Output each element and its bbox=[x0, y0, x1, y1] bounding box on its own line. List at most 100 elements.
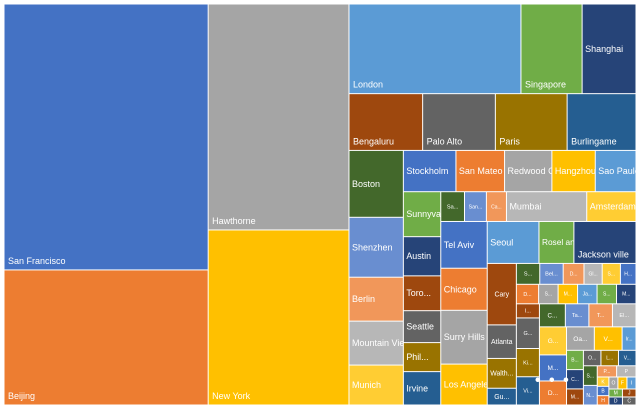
treemap-cell[interactable]: M... bbox=[567, 389, 583, 405]
treemap-cell[interactable]: S... bbox=[539, 284, 558, 304]
treemap-cell[interactable]: Mumbai bbox=[506, 192, 587, 221]
treemap-cell[interactable]: L... bbox=[601, 350, 618, 366]
treemap-cell[interactable]: Chicago bbox=[441, 268, 487, 310]
treemap-cell[interactable]: Tel Aviv bbox=[441, 221, 487, 268]
treemap-cell[interactable]: I bbox=[627, 377, 636, 389]
treemap-cell-rect bbox=[567, 389, 583, 405]
treemap-cell[interactable]: S... bbox=[516, 263, 540, 284]
treemap-cell[interactable]: Atlanta bbox=[487, 325, 516, 358]
treemap-cell-rect bbox=[597, 366, 617, 377]
treemap-cell[interactable]: Beijing bbox=[4, 270, 208, 405]
treemap-cell[interactable]: F bbox=[618, 377, 627, 389]
treemap-cell[interactable]: Singapore bbox=[521, 4, 582, 94]
treemap-cell[interactable]: Shanghai bbox=[582, 4, 636, 94]
treemap-cell[interactable]: Berlin bbox=[349, 277, 403, 321]
treemap-cell[interactable]: P... bbox=[597, 366, 617, 377]
treemap-cell[interactable]: Austin bbox=[403, 237, 441, 276]
treemap-cell[interactable]: H bbox=[597, 396, 609, 405]
treemap-cell[interactable]: V... bbox=[594, 327, 622, 350]
treemap-cell[interactable]: Seattle bbox=[403, 311, 441, 343]
treemap-cell[interactable]: San Francisco bbox=[4, 4, 208, 270]
treemap-cell-label: Bel... bbox=[545, 272, 558, 278]
treemap-cell[interactable]: B... bbox=[567, 350, 583, 370]
treemap-cell-rect bbox=[597, 284, 617, 304]
treemap-cell[interactable]: C... bbox=[567, 370, 583, 389]
treemap-cell[interactable]: G... bbox=[539, 327, 567, 355]
treemap-cell[interactable]: Hangzhou bbox=[552, 150, 596, 192]
treemap-cell[interactable]: Irvine bbox=[403, 372, 441, 405]
treemap-cell[interactable]: M... bbox=[558, 284, 578, 304]
treemap-cell[interactable]: I... bbox=[516, 304, 539, 318]
treemap-cell[interactable]: London bbox=[349, 4, 521, 94]
treemap-cell[interactable]: Ir... bbox=[622, 327, 636, 350]
treemap-cell[interactable]: Mountain View bbox=[349, 321, 411, 365]
treemap-cell[interactable]: New York bbox=[208, 230, 349, 405]
treemap-cell[interactable]: Walth... bbox=[487, 358, 516, 388]
treemap-cell[interactable]: C bbox=[622, 397, 636, 405]
treemap-cell[interactable]: J bbox=[622, 389, 636, 397]
treemap-cell[interactable]: M... bbox=[539, 355, 567, 381]
treemap-cell[interactable]: Ja... bbox=[578, 284, 597, 304]
treemap-cell[interactable]: G... bbox=[516, 318, 539, 349]
treemap-cell[interactable]: Paris bbox=[495, 94, 567, 150]
treemap-cell[interactable]: M bbox=[609, 389, 622, 397]
treemap-cell[interactable]: D... bbox=[539, 381, 567, 405]
treemap-cell[interactable]: C... bbox=[539, 304, 565, 327]
treemap-cell[interactable]: Ki... bbox=[516, 349, 539, 377]
treemap-cell[interactable]: Ca... bbox=[486, 192, 506, 221]
treemap-cell[interactable]: M... bbox=[617, 284, 636, 304]
treemap-cell[interactable]: D... bbox=[563, 263, 584, 284]
treemap-cell[interactable]: O bbox=[609, 377, 618, 389]
treemap-cell[interactable]: San Mateo bbox=[456, 150, 505, 192]
treemap-cell[interactable]: Redwood City bbox=[505, 150, 564, 192]
treemap-cell[interactable]: Jackson ville bbox=[574, 221, 636, 263]
treemap-cell[interactable]: D... bbox=[516, 284, 539, 304]
treemap-cell[interactable]: Sa... bbox=[441, 192, 464, 221]
treemap-cell[interactable]: S... bbox=[583, 366, 597, 385]
treemap-cell-rect bbox=[617, 284, 636, 304]
treemap-cell[interactable]: Los Angeles bbox=[441, 364, 493, 405]
treemap-cell[interactable]: S... bbox=[597, 284, 617, 304]
treemap-cell[interactable]: Gu... bbox=[487, 388, 516, 405]
treemap-cell[interactable]: B bbox=[597, 386, 609, 396]
treemap-cell[interactable]: T... bbox=[589, 304, 612, 327]
treemap-cell[interactable]: H... bbox=[620, 263, 636, 284]
treemap-cell[interactable]: Ta... bbox=[565, 304, 589, 327]
treemap-cell[interactable]: N... bbox=[583, 385, 597, 405]
treemap-cell[interactable]: Bengaluru bbox=[349, 94, 423, 150]
treemap-cell[interactable]: Sunnyvale bbox=[403, 192, 448, 237]
treemap-cell[interactable]: Cary bbox=[487, 263, 516, 325]
treemap-cell-label: El... bbox=[619, 313, 629, 319]
treemap-cell-rect bbox=[423, 94, 495, 150]
treemap-cell[interactable]: O... bbox=[583, 350, 601, 366]
treemap-cell[interactable]: Seoul bbox=[487, 221, 539, 263]
treemap-cell[interactable]: Amsterdam bbox=[587, 192, 636, 221]
treemap-cell[interactable]: El... bbox=[612, 304, 636, 327]
treemap-cell[interactable]: San... bbox=[464, 192, 486, 221]
treemap-cell[interactable]: D bbox=[609, 397, 622, 405]
treemap-cell[interactable]: Boston bbox=[349, 150, 403, 217]
treemap-cell-label: M... bbox=[564, 292, 572, 298]
treemap-cell-label: Ca... bbox=[491, 204, 502, 210]
treemap-cell[interactable]: Rosel and bbox=[539, 221, 580, 263]
treemap-cell[interactable]: P bbox=[617, 366, 636, 377]
treemap-cell[interactable]: Vi... bbox=[516, 377, 539, 405]
treemap-cell[interactable]: Burlingame bbox=[567, 94, 636, 150]
treemap-cell[interactable]: Munich bbox=[349, 365, 403, 405]
treemap-cell[interactable]: Toro... bbox=[403, 276, 441, 311]
treemap-cell[interactable]: Stockholm bbox=[403, 150, 456, 192]
treemap-cell[interactable]: V... bbox=[618, 350, 636, 366]
treemap-cell-rect bbox=[464, 192, 486, 221]
treemap-cell[interactable]: Oa... bbox=[567, 327, 594, 350]
treemap-cell[interactable]: Surry Hills bbox=[441, 310, 487, 364]
treemap-cell[interactable]: Palo Alto bbox=[423, 94, 495, 150]
treemap-cell[interactable]: K bbox=[597, 377, 609, 386]
treemap-cell[interactable]: S... bbox=[602, 263, 620, 284]
treemap-cell[interactable]: Hawthorne bbox=[208, 4, 349, 230]
treemap-cell[interactable]: Phil... bbox=[403, 343, 441, 372]
treemap-cell-label: Irvine bbox=[406, 383, 428, 393]
treemap-cell[interactable]: Gl... bbox=[584, 263, 602, 284]
treemap-cell[interactable]: Shenzhen bbox=[349, 217, 403, 277]
treemap-cell[interactable]: Bel... bbox=[540, 263, 563, 284]
treemap-cell[interactable]: Sao Paulo bbox=[595, 150, 640, 192]
